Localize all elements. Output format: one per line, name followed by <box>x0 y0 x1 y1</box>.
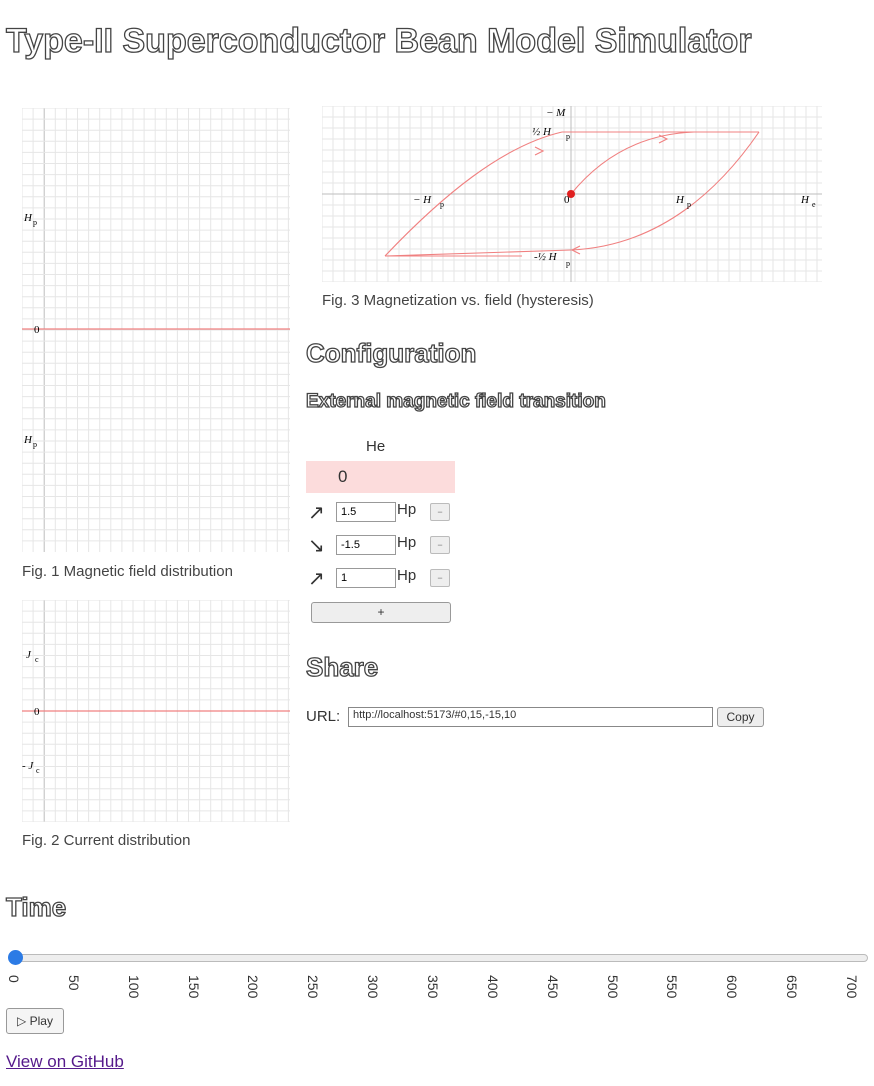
tick-half-hp-sub: p <box>566 132 570 141</box>
slider-tick-label: 700 <box>844 975 860 999</box>
hysteresis-svg: − M ½ H p -½ H p − H p 0 H p H e <box>321 105 822 283</box>
direction-arrow-virgin <box>658 134 669 144</box>
share-heading: Share <box>305 651 379 682</box>
remove-step-button[interactable]: − <box>430 536 450 554</box>
slider-tick-label: 650 <box>784 975 801 999</box>
slider-tick-label: 0 <box>6 975 22 983</box>
step-unit: Hp <box>397 534 417 551</box>
github-link[interactable]: View on GitHub <box>6 1052 124 1071</box>
tick-zero: 0 <box>34 324 40 336</box>
tick-zero: 0 <box>564 194 570 206</box>
hysteresis-curve <box>384 131 760 257</box>
time-slider-thumb[interactable] <box>8 950 23 965</box>
step-unit: Hp <box>397 501 417 518</box>
remove-step-button[interactable]: − <box>430 503 450 521</box>
step-value-input[interactable] <box>336 535 396 555</box>
remove-step-button[interactable]: − <box>430 569 450 587</box>
tick-neg-hp: H <box>23 434 33 446</box>
tick-neg-hp-sub: p <box>33 440 37 449</box>
tick-neg-jc-sub: c <box>36 766 40 775</box>
field-distribution-svg: H p 0 H p <box>21 107 290 552</box>
direction-arrow-descending <box>570 245 581 255</box>
play-button[interactable]: ▷ Play <box>6 1008 64 1034</box>
slider-tick-label: 250 <box>305 975 322 999</box>
fig1-caption: Fig. 1 Magnetic field distribution <box>22 563 233 580</box>
he-column-header: He <box>366 438 386 455</box>
share-url-input[interactable]: http://localhost:5173/#0,15,-15,10 <box>348 707 713 727</box>
tick-zero: 0 <box>34 706 40 718</box>
page-title: Type-II Superconductor Bean Model Simula… <box>5 21 752 60</box>
tick-jc-sub: c <box>35 655 39 664</box>
initial-field-row: 0 <box>306 461 455 493</box>
slider-tick-label: 500 <box>604 975 621 999</box>
hysteresis-plot: − M ½ H p -½ H p − H p 0 H p H e <box>321 105 822 287</box>
axis-he-sub: e <box>812 200 816 209</box>
tick-hp: H <box>675 194 685 206</box>
axis-he-label: H <box>800 194 810 206</box>
fig3-caption: Fig. 3 Magnetization vs. field (hysteres… <box>322 292 594 309</box>
tick-hp-sub: p <box>687 200 691 209</box>
url-label: URL: <box>306 708 341 725</box>
slider-tick-label: 550 <box>664 975 681 999</box>
tick-neg-hp-sub: p <box>440 200 444 209</box>
add-step-button[interactable]: + <box>311 602 451 623</box>
tick-neg-hp: − H <box>413 194 432 206</box>
slider-tick-label: 350 <box>425 975 441 999</box>
slider-tick-label: 400 <box>484 975 501 999</box>
time-slider[interactable] <box>14 954 868 962</box>
axis-m-label: − M <box>546 107 566 119</box>
increase-arrow-icon: ↗ <box>308 568 325 590</box>
step-value-input[interactable] <box>336 568 396 588</box>
current-distribution-plot: J c 0 - J c <box>21 599 290 827</box>
tick-hp: H <box>23 212 33 224</box>
descending-tail <box>384 249 572 257</box>
virgin-branch <box>570 131 695 195</box>
slider-tick-label: 450 <box>544 975 561 999</box>
time-heading: Time <box>5 891 67 922</box>
slider-tick-label: 150 <box>185 975 202 999</box>
ascending-branch <box>384 131 563 257</box>
tick-jc: J <box>26 649 32 661</box>
transition-subheading: External magnetic field transition <box>305 390 606 412</box>
slider-tick-label: 100 <box>125 975 142 999</box>
tick-half-hp: ½ H <box>532 126 552 138</box>
configuration-heading: Configuration <box>305 337 477 368</box>
increase-arrow-icon: ↗ <box>308 502 325 524</box>
decrease-arrow-icon: ↘ <box>308 535 325 557</box>
slider-tick-label: 50 <box>65 975 82 991</box>
slider-tick-label: 200 <box>245 975 262 999</box>
current-state-marker <box>567 190 575 198</box>
tick-neg-jc: - J <box>22 760 34 772</box>
tick-neg-half-hp: -½ H <box>534 251 558 263</box>
slider-tick-label: 300 <box>365 975 382 999</box>
tick-hp-sub: p <box>33 218 37 227</box>
step-unit: Hp <box>397 567 417 584</box>
slider-tick-label: 600 <box>724 975 741 999</box>
step-value-input[interactable] <box>336 502 396 522</box>
tick-neg-half-hp-sub: p <box>566 259 570 268</box>
current-distribution-svg: J c 0 - J c <box>21 599 290 823</box>
descending-branch <box>570 131 760 251</box>
initial-field-value: 0 <box>338 467 348 486</box>
direction-arrow-ascending <box>534 146 545 156</box>
copy-button[interactable]: Copy <box>717 707 764 727</box>
fig2-caption: Fig. 2 Current distribution <box>22 832 191 849</box>
field-distribution-plot: H p 0 H p <box>21 107 290 557</box>
